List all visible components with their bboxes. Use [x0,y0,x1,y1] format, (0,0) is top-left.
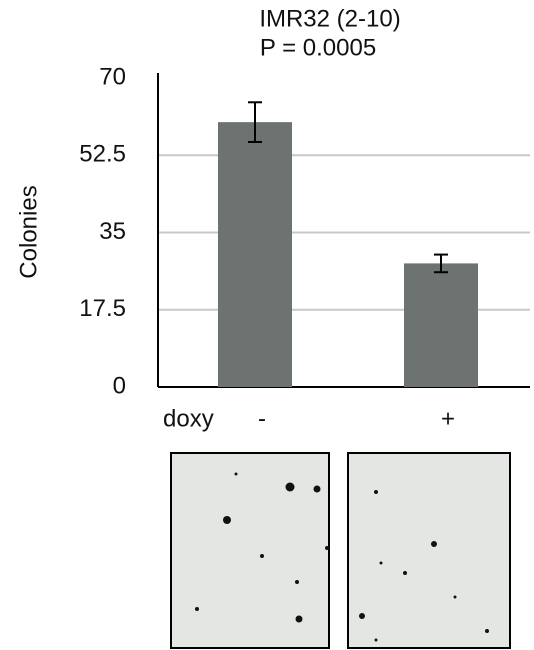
colony-image [171,453,329,648]
y-tick-label: 35 [99,218,126,245]
bar [218,122,292,387]
chart-subtitle: P = 0.0005 [260,34,376,61]
y-tick-label: 17.5 [79,295,126,322]
x-axis-label: doxy [163,405,214,432]
bar [404,263,478,387]
colony-images [171,453,510,648]
x-tick-label: - [258,405,266,432]
y-tick-label: 52.5 [79,141,126,168]
plot-area: 0 17.5 35 52.5 70 - + [79,63,530,432]
y-tick-label: 0 [113,372,126,399]
chart-title: IMR32 (2-10) [259,5,400,32]
colony-image [348,453,510,648]
chart: IMR32 (2-10) P = 0.0005 Colonies doxy 0 1… [0,0,534,650]
x-tick-label: + [441,405,455,432]
y-tick-label: 70 [99,63,126,90]
y-axis-label: Colonies [15,185,42,278]
